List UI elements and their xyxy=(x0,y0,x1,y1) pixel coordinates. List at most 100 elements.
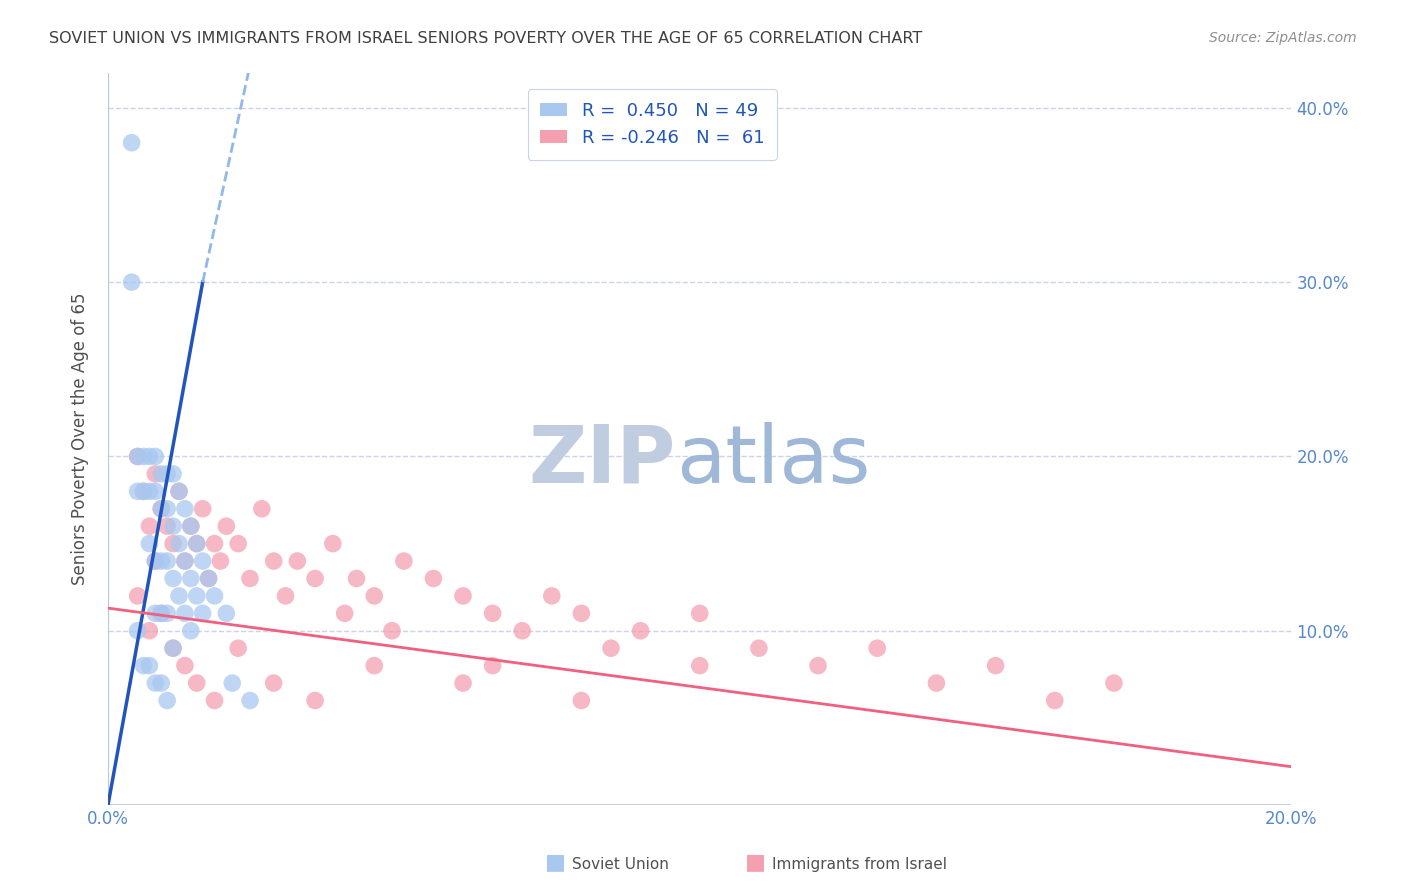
Point xyxy=(127,450,149,464)
Point xyxy=(138,519,160,533)
Point xyxy=(191,554,214,568)
Point xyxy=(127,450,149,464)
Point xyxy=(132,450,155,464)
Point xyxy=(150,501,173,516)
Text: ZIP: ZIP xyxy=(529,422,676,500)
Point xyxy=(239,693,262,707)
Point xyxy=(221,676,243,690)
Point xyxy=(250,501,273,516)
Point xyxy=(215,519,238,533)
Point xyxy=(174,554,197,568)
Point xyxy=(150,676,173,690)
Point xyxy=(274,589,297,603)
Point xyxy=(156,693,179,707)
Point xyxy=(162,572,184,586)
Point xyxy=(180,519,202,533)
Point xyxy=(150,607,173,621)
Point xyxy=(226,641,249,656)
Point xyxy=(263,676,285,690)
Point xyxy=(304,693,326,707)
Text: SOVIET UNION VS IMMIGRANTS FROM ISRAEL SENIORS POVERTY OVER THE AGE OF 65 CORREL: SOVIET UNION VS IMMIGRANTS FROM ISRAEL S… xyxy=(49,31,922,46)
Point xyxy=(143,484,166,499)
Point xyxy=(174,607,197,621)
Point xyxy=(180,624,202,638)
Point xyxy=(167,484,190,499)
Point xyxy=(304,572,326,586)
Point xyxy=(174,658,197,673)
Point xyxy=(381,624,404,638)
Point xyxy=(167,484,190,499)
Point xyxy=(510,624,533,638)
Point xyxy=(180,572,202,586)
Point xyxy=(138,658,160,673)
Point xyxy=(150,501,173,516)
Point xyxy=(204,589,226,603)
Point xyxy=(600,641,623,656)
Point xyxy=(263,554,285,568)
Point xyxy=(167,536,190,550)
Point xyxy=(215,607,238,621)
Point xyxy=(132,658,155,673)
Point xyxy=(150,554,173,568)
Point xyxy=(186,536,208,550)
Y-axis label: Seniors Poverty Over the Age of 65: Seniors Poverty Over the Age of 65 xyxy=(72,293,89,585)
Point xyxy=(204,693,226,707)
Point xyxy=(866,641,889,656)
Point xyxy=(162,519,184,533)
Point xyxy=(174,554,197,568)
Point xyxy=(143,554,166,568)
Point xyxy=(156,501,179,516)
Point xyxy=(156,554,179,568)
Point xyxy=(174,501,197,516)
Point xyxy=(127,624,149,638)
Point xyxy=(162,641,184,656)
Point xyxy=(333,607,356,621)
Point xyxy=(392,554,415,568)
Point xyxy=(984,658,1007,673)
Text: Soviet Union: Soviet Union xyxy=(572,857,669,872)
Point xyxy=(630,624,652,638)
Point xyxy=(191,607,214,621)
Point xyxy=(481,658,503,673)
Point xyxy=(226,536,249,550)
Point xyxy=(209,554,232,568)
Point xyxy=(143,607,166,621)
Text: Source: ZipAtlas.com: Source: ZipAtlas.com xyxy=(1209,31,1357,45)
Point xyxy=(150,467,173,481)
Point xyxy=(162,536,184,550)
Point xyxy=(143,554,166,568)
Point xyxy=(143,467,166,481)
Point xyxy=(186,536,208,550)
Point xyxy=(451,589,474,603)
Point xyxy=(363,658,385,673)
Point xyxy=(204,536,226,550)
Point xyxy=(422,572,444,586)
Point xyxy=(143,676,166,690)
Point xyxy=(167,589,190,603)
Point xyxy=(346,572,368,586)
Point xyxy=(138,484,160,499)
Point xyxy=(121,136,143,150)
Point xyxy=(138,450,160,464)
Point xyxy=(191,501,214,516)
Point xyxy=(127,484,149,499)
Point xyxy=(121,275,143,289)
Point xyxy=(156,519,179,533)
Point xyxy=(322,536,344,550)
Point xyxy=(132,484,155,499)
Point xyxy=(807,658,830,673)
Point xyxy=(156,607,179,621)
Point xyxy=(138,536,160,550)
Point xyxy=(197,572,219,586)
Point xyxy=(481,607,503,621)
Point xyxy=(540,589,562,603)
Point xyxy=(127,589,149,603)
Legend: R =  0.450   N = 49, R = -0.246   N =  61: R = 0.450 N = 49, R = -0.246 N = 61 xyxy=(527,89,778,160)
Point xyxy=(162,641,184,656)
Point xyxy=(1102,676,1125,690)
Point xyxy=(156,467,179,481)
Point xyxy=(689,607,711,621)
Point xyxy=(143,450,166,464)
Point xyxy=(180,519,202,533)
Point xyxy=(186,589,208,603)
